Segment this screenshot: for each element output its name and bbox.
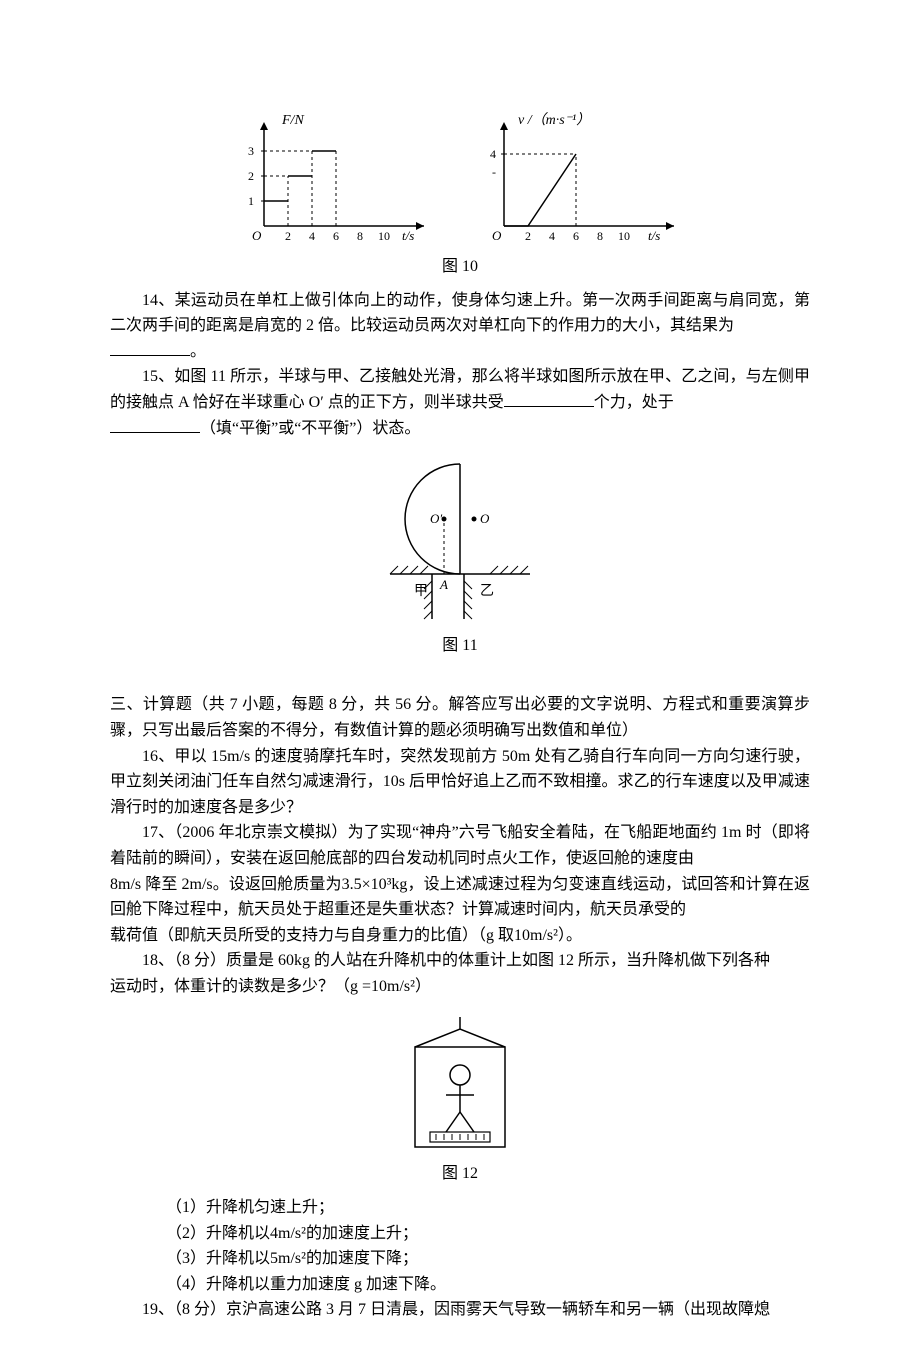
fig10-right-chart: 4 - 2 4 6 8 10 v /（m·s⁻¹） t/s O bbox=[470, 110, 690, 250]
q15: 15、如图 11 所示，半球与甲、乙接触处光滑，那么将半球如图所示放在甲、乙之间… bbox=[110, 364, 810, 415]
q17-p3b: ）。 bbox=[558, 927, 582, 944]
q18-g: g =10m/s² bbox=[350, 978, 415, 995]
q18-p2a: 运动时，体重计的读数是多少？（ bbox=[110, 978, 350, 995]
fig11-left-label: 甲 bbox=[414, 584, 428, 599]
q18-i3v: 5m/s² bbox=[270, 1250, 306, 1267]
q18-i2v: 4m/s² bbox=[270, 1225, 306, 1242]
xtick: 2 bbox=[525, 229, 531, 243]
ytick: 1 bbox=[248, 194, 254, 208]
q18-i4: （4）升降机以重力加速度 g 加速下降。 bbox=[166, 1272, 810, 1298]
q17-mass: 3.5×10³kg bbox=[342, 876, 408, 893]
fig12-svg bbox=[395, 1007, 525, 1157]
xlabel: t/s bbox=[648, 228, 660, 243]
origin: O bbox=[252, 228, 262, 243]
ytick: 4 bbox=[490, 147, 496, 161]
q18-i2: （2）升降机以4m/s²的加速度上升； bbox=[166, 1221, 810, 1247]
q15-line2-tail: （填“平衡”或“不平衡”）状态。 bbox=[200, 420, 420, 437]
q14: 14、某运动员在单杠上做引体向上的动作，使身体匀速上升。第一次两手间距离与肩同宽… bbox=[110, 288, 810, 339]
ytick: 3 bbox=[248, 144, 254, 158]
q18-p2: 运动时，体重计的读数是多少？（g =10m/s²） bbox=[110, 974, 810, 1000]
q14-blank-line: 。 bbox=[110, 339, 810, 365]
xtick: 6 bbox=[573, 229, 579, 243]
xtick: 2 bbox=[285, 229, 291, 243]
q15-line2: （填“平衡”或“不平衡”）状态。 bbox=[110, 416, 810, 442]
xtick: 8 bbox=[597, 229, 603, 243]
xtick: 10 bbox=[378, 229, 390, 243]
fig11-O: O bbox=[480, 511, 490, 526]
xtick: 6 bbox=[333, 229, 339, 243]
xtick: 8 bbox=[357, 229, 363, 243]
ytick: 2 bbox=[248, 169, 254, 183]
q18-i3: （3）升降机以5m/s²的加速度下降； bbox=[166, 1246, 810, 1272]
page: 1 2 3 2 4 6 8 10 F/N t/s O bbox=[0, 0, 920, 1363]
ylabel: F/N bbox=[281, 113, 304, 128]
q18-p1: 18、（8 分）质量是 60kg 的人站在升降机中的体重计上如图 12 所示，当… bbox=[110, 948, 810, 974]
fig10-left-chart: 1 2 3 2 4 6 8 10 F/N t/s O bbox=[230, 110, 430, 250]
q15-blank1 bbox=[504, 390, 594, 407]
q18-i3b: 的加速度下降； bbox=[306, 1250, 418, 1267]
q17-g: 10m/s² bbox=[514, 927, 558, 944]
q14-text: 14、某运动员在单杠上做引体向上的动作，使身体匀速上升。第一次两手间距离与肩同宽… bbox=[110, 292, 810, 335]
fig11-right-label: 乙 bbox=[480, 583, 494, 599]
figure-12 bbox=[110, 1007, 810, 1157]
origin: O bbox=[492, 228, 502, 243]
q16: 16、甲以 15m/s 的速度骑摩托车时，突然发现前方 50m 处有乙骑自行车向… bbox=[110, 744, 810, 821]
q17-p1: 17、（2006 年北京崇文模拟）为了实现“神舟”六号飞船安全着陆，在飞船距地面… bbox=[110, 820, 810, 871]
q15-blank2 bbox=[110, 416, 200, 433]
q18-i2b: 的加速度上升； bbox=[306, 1225, 418, 1242]
xlabel: t/s bbox=[402, 228, 414, 243]
q14-period: 。 bbox=[190, 343, 206, 360]
q15-line1-tail: 个力，处于 bbox=[594, 394, 674, 411]
q18-p2b: ） bbox=[415, 978, 431, 995]
q17-p2a: 8m/s 降至 2m/s。设返回舱质量为 bbox=[110, 876, 342, 893]
q18-i3a: （3）升降机以 bbox=[166, 1250, 270, 1267]
figure-11: O′ O A bbox=[110, 449, 810, 629]
q17-p2: 8m/s 降至 2m/s。设返回舱质量为3.5×10³kg，设上述减速过程为匀变… bbox=[110, 872, 810, 923]
fig11-Oprime: O′ bbox=[430, 511, 442, 526]
ylabel: v /（m·s⁻¹） bbox=[518, 112, 590, 128]
fig12-caption: 图 12 bbox=[110, 1161, 810, 1187]
section3-heading: 三、计算题（共 7 小题，每题 8 分，共 56 分。解答应写出必要的文字说明、… bbox=[110, 692, 810, 743]
q17-p3: 载荷值（即航天员所受的支持力与自身重力的比值）（g 取10m/s²）。 bbox=[110, 923, 810, 949]
xtick: 4 bbox=[309, 229, 315, 243]
xtick: 4 bbox=[549, 229, 555, 243]
fig11-A: A bbox=[439, 577, 448, 592]
xtick: 10 bbox=[618, 229, 630, 243]
fig11-caption: 图 11 bbox=[110, 633, 810, 659]
q15-line1: 15、如图 11 所示，半球与甲、乙接触处光滑，那么将半球如图所示放在甲、乙之间… bbox=[110, 368, 810, 411]
fig10-caption: 图 10 bbox=[110, 254, 810, 280]
ytick-minor: - bbox=[492, 165, 496, 179]
q14-blank bbox=[110, 339, 190, 356]
fig11-svg: O′ O A bbox=[370, 449, 550, 629]
q19: 19、（8 分）京沪高速公路 3 月 7 日清晨，因雨雾天气导致一辆轿车和另一辆… bbox=[110, 1297, 810, 1323]
q18-i2a: （2）升降机以 bbox=[166, 1225, 270, 1242]
q17-p3a: 载荷值（即航天员所受的支持力与自身重力的比值）（g 取 bbox=[110, 927, 514, 944]
figure-10-row: 1 2 3 2 4 6 8 10 F/N t/s O bbox=[110, 110, 810, 250]
q18-i1: （1）升降机匀速上升； bbox=[166, 1195, 810, 1221]
